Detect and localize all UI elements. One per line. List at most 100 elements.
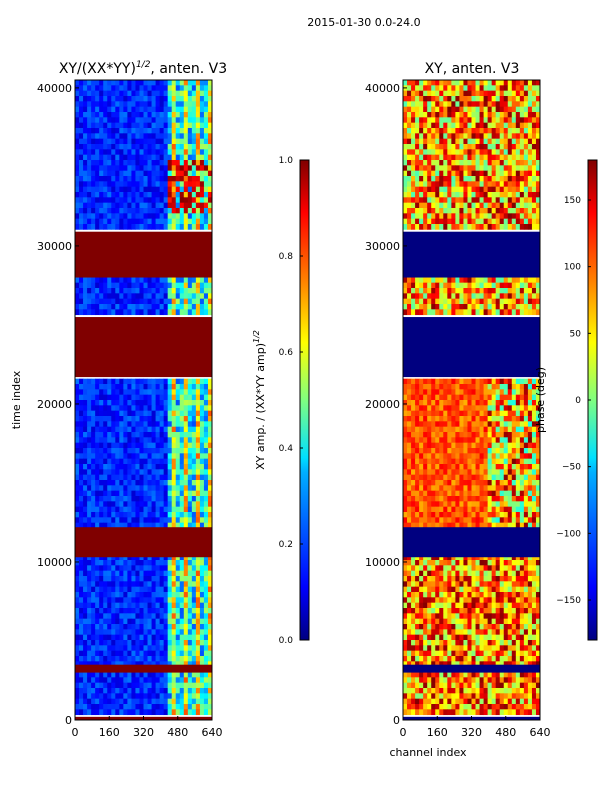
heatmap-cell bbox=[203, 576, 209, 582]
heatmap-cell bbox=[111, 453, 116, 460]
heatmap-cell bbox=[463, 85, 468, 92]
heatmap-cell bbox=[147, 208, 152, 214]
heatmap-cell bbox=[175, 570, 181, 577]
heatmap-cell bbox=[447, 213, 452, 220]
heatmap-cell bbox=[195, 682, 201, 689]
heatmap-cell bbox=[531, 197, 537, 204]
heatmap-cell bbox=[411, 309, 416, 316]
heatmap-cell bbox=[463, 197, 468, 204]
heatmap-cell bbox=[99, 213, 104, 220]
heatmap-cell bbox=[447, 224, 452, 230]
heatmap-cell bbox=[171, 224, 177, 230]
heatmap-cell bbox=[131, 480, 136, 486]
heatmap-cell bbox=[115, 192, 120, 198]
heatmap-cell bbox=[123, 517, 128, 524]
heatmap-cell bbox=[103, 672, 108, 678]
heatmap-cell bbox=[107, 176, 112, 182]
heatmap-cell bbox=[87, 698, 92, 705]
heatmap-cell bbox=[159, 384, 165, 390]
heatmap-cell bbox=[143, 698, 148, 705]
heatmap-cell bbox=[451, 394, 456, 401]
heatmap-cell bbox=[195, 405, 201, 412]
heatmap-cell bbox=[443, 277, 448, 284]
heatmap-cell bbox=[171, 384, 177, 390]
heatmap-cell bbox=[407, 389, 412, 396]
heatmap-cell bbox=[187, 442, 193, 449]
heatmap-cell bbox=[435, 421, 440, 428]
heatmap-cell bbox=[119, 197, 124, 204]
heatmap-cell bbox=[95, 581, 100, 588]
heatmap-cell bbox=[91, 160, 96, 166]
heatmap-cell bbox=[411, 432, 416, 438]
heatmap-cell bbox=[75, 608, 80, 614]
heatmap-cell bbox=[103, 213, 108, 220]
heatmap-cell bbox=[527, 181, 533, 188]
heatmap-cell bbox=[195, 192, 201, 198]
heatmap-cell bbox=[143, 672, 148, 678]
heatmap-cell bbox=[175, 464, 181, 470]
heatmap-cell bbox=[155, 432, 161, 438]
heatmap-cell bbox=[167, 464, 173, 470]
heatmap-cell bbox=[143, 213, 148, 220]
heatmap-cell bbox=[207, 506, 213, 513]
heatmap-cell bbox=[407, 309, 412, 316]
heatmap-cell bbox=[151, 496, 156, 502]
heatmap-cell bbox=[119, 650, 124, 657]
heatmap-cell bbox=[139, 96, 144, 102]
heatmap-cell bbox=[131, 698, 136, 705]
colorbar-tick-label: 1.0 bbox=[279, 156, 294, 166]
heatmap-cell bbox=[75, 224, 80, 230]
heatmap-cell bbox=[187, 437, 193, 444]
heatmap-cell bbox=[119, 624, 124, 630]
heatmap-cell bbox=[491, 384, 497, 390]
heatmap-cell bbox=[159, 565, 165, 572]
heatmap-cell bbox=[203, 293, 209, 300]
heatmap-cell bbox=[471, 218, 476, 225]
heatmap-cell bbox=[207, 224, 213, 230]
heatmap-cell bbox=[139, 512, 144, 518]
heatmap-cell bbox=[475, 298, 480, 305]
heatmap-cell bbox=[199, 490, 205, 497]
heatmap-cell bbox=[123, 224, 128, 230]
heatmap-cell bbox=[167, 661, 173, 668]
heatmap-cell bbox=[487, 288, 493, 294]
heatmap-cell bbox=[147, 522, 152, 529]
heatmap-cell bbox=[179, 128, 185, 134]
heatmap-cell bbox=[179, 592, 185, 598]
heatmap-cell bbox=[523, 112, 529, 118]
heatmap-cell bbox=[155, 288, 161, 294]
heatmap-cell bbox=[151, 106, 156, 113]
heatmap-cell bbox=[191, 490, 197, 497]
heatmap-cell bbox=[183, 138, 189, 145]
heatmap-cell bbox=[155, 298, 161, 305]
heatmap-cell bbox=[507, 309, 513, 316]
heatmap-cell bbox=[127, 378, 132, 385]
heatmap-cell bbox=[119, 101, 124, 108]
heatmap-cell bbox=[151, 570, 156, 577]
heatmap-cell bbox=[435, 106, 440, 113]
heatmap-cell bbox=[155, 517, 161, 524]
heatmap-cell bbox=[195, 469, 201, 476]
heatmap-cell bbox=[451, 170, 456, 177]
heatmap-cell bbox=[79, 197, 84, 204]
heatmap-cell bbox=[523, 437, 529, 444]
heatmap-cell bbox=[179, 106, 185, 113]
heatmap-cell bbox=[147, 416, 152, 422]
heatmap-cell bbox=[455, 112, 460, 118]
heatmap-cell bbox=[115, 160, 120, 166]
heatmap-cell bbox=[435, 192, 440, 198]
heatmap-cell bbox=[511, 405, 517, 412]
heatmap-cell bbox=[515, 138, 521, 145]
heatmap-cell bbox=[447, 192, 452, 198]
heatmap-cell bbox=[415, 192, 420, 198]
figure-suptitle: 2015-01-30 0.0-24.0 bbox=[307, 16, 420, 29]
heatmap-cell bbox=[155, 309, 161, 316]
heatmap-cell bbox=[467, 176, 472, 182]
heatmap-cell bbox=[199, 160, 205, 166]
heatmap-cell bbox=[179, 122, 185, 129]
heatmap-cell bbox=[519, 384, 525, 390]
heatmap-cell bbox=[195, 650, 201, 657]
heatmap-cell bbox=[139, 645, 144, 652]
heatmap-cell bbox=[115, 656, 120, 662]
heatmap-cell bbox=[135, 96, 140, 102]
